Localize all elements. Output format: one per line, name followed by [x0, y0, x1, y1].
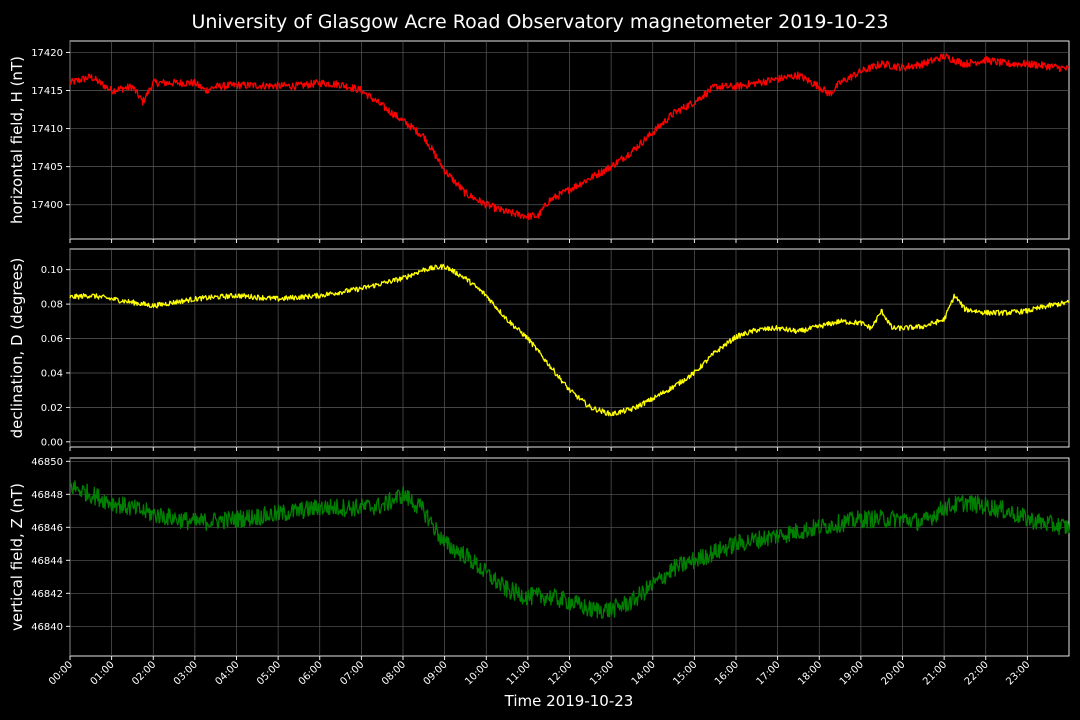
- x-tick-label: 21:00: [921, 659, 949, 687]
- y-tick-label: 0.06: [41, 334, 63, 345]
- x-tick-label: 09:00: [422, 659, 450, 687]
- y-tick-label: 46842: [31, 589, 63, 600]
- x-tick-label: 17:00: [755, 659, 783, 687]
- panel-d: 0.00 0.02 0.04 0.06 0.08 0.10 declination, D (…: [8, 248, 1070, 451]
- y-axis-label-h: horizontal field, H (nT): [8, 56, 26, 224]
- x-tick-label: 12:00: [546, 659, 574, 687]
- x-tick-label: 14:00: [630, 659, 658, 687]
- x-tick-label: 22:00: [963, 659, 991, 687]
- x-tick-label: 05:00: [255, 659, 283, 687]
- x-tick-label: 19:00: [838, 659, 866, 687]
- y-tick-label: 17405: [31, 162, 63, 173]
- x-tick-label: 00:00: [47, 659, 75, 687]
- x-tick-label: 07:00: [338, 659, 366, 687]
- x-tick-label: 11:00: [505, 659, 533, 687]
- y-tick-label: 0.02: [41, 403, 63, 414]
- chart-panels: 17400 17405 17410 17415 17420 horizontal fiel…: [8, 40, 1070, 660]
- panel-z: 46840 46842 46844 46846 46848 46850 vertical f…: [8, 457, 1070, 660]
- y-tick-label: 46848: [31, 490, 63, 501]
- x-tick-label: 08:00: [380, 659, 408, 687]
- series-line-z: [69, 480, 1070, 619]
- y-tick-label: 0.08: [41, 300, 63, 311]
- series-line-h: [69, 53, 1070, 221]
- y-tick-label: 17420: [31, 48, 63, 59]
- x-axis-label: Time 2019-10-23: [504, 692, 634, 710]
- y-axis-label-d: declination, D (degrees): [8, 258, 26, 439]
- series-line-d: [69, 263, 1070, 417]
- x-tick-label: 13:00: [588, 659, 616, 687]
- x-tick-label: 15:00: [671, 659, 699, 687]
- y-tick-label: 0.10: [41, 265, 63, 276]
- x-tick-label: 16:00: [713, 659, 741, 687]
- x-tick-label: 01:00: [89, 659, 117, 687]
- x-tick-label: 04:00: [213, 659, 241, 687]
- x-tick-label: 02:00: [130, 659, 158, 687]
- y-tick-label: 46846: [31, 523, 63, 534]
- x-tick-label: 18:00: [796, 659, 824, 687]
- panel-h: 17400 17405 17410 17415 17420 horizontal fiel…: [8, 40, 1070, 243]
- x-tick-label: 03:00: [172, 659, 200, 687]
- x-axis-ticks: 00:00 01:00 02:00 03:00 04:00 05:00 06:00 07:00…: [47, 659, 1033, 687]
- y-tick-label: 46840: [31, 622, 63, 633]
- y-tick-label: 0.04: [41, 368, 63, 379]
- y-tick-label: 17410: [31, 124, 63, 135]
- y-tick-label: 0.00: [41, 437, 63, 448]
- y-tick-label: 46850: [31, 457, 63, 468]
- x-tick-label: 10:00: [463, 659, 491, 687]
- chart-title: University of Glasgow Acre Road Observat…: [191, 11, 888, 33]
- y-axis-label-z: vertical field, Z (nT): [8, 483, 26, 631]
- y-tick-label: 17415: [31, 86, 63, 97]
- x-tick-label: 23:00: [1004, 659, 1032, 687]
- y-tick-label: 46844: [31, 556, 63, 567]
- x-tick-label: 20:00: [879, 659, 907, 687]
- x-tick-label: 06:00: [297, 659, 325, 687]
- y-tick-label: 17400: [31, 200, 63, 211]
